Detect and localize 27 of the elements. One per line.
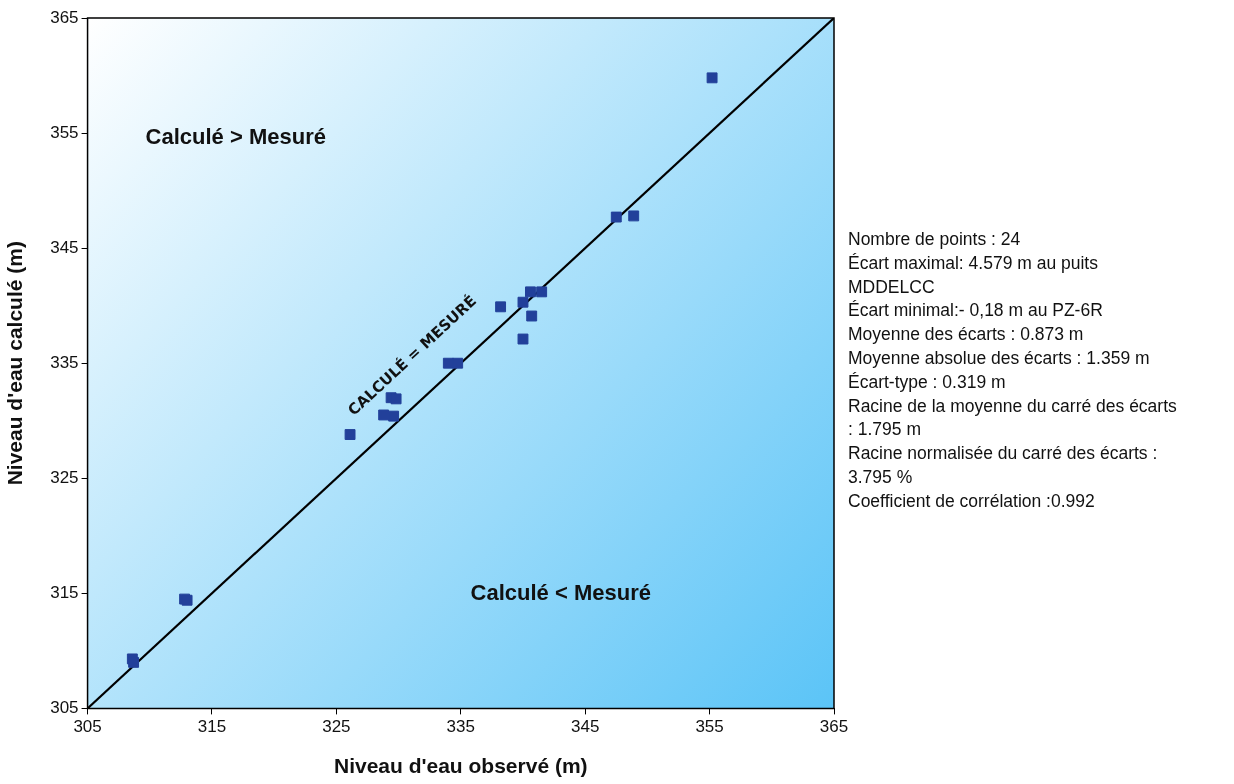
x-tick-label: 365 <box>819 717 849 737</box>
x-tick-label: 315 <box>197 717 227 737</box>
y-tick-label: 355 <box>50 122 79 142</box>
text: Écart-type : 0.319 m <box>848 370 1007 394</box>
annotation: Calculé > Mesuré <box>145 124 326 150</box>
y-tick-label: 335 <box>50 352 79 372</box>
text: Coefficient de corrélation :0.992 <box>848 489 1096 513</box>
annotation: Calculé < Mesuré <box>470 580 651 606</box>
text: Écart minimal:- 0,18 m au PZ-6R <box>848 299 1104 323</box>
y-tick-label: 365 <box>50 7 79 27</box>
y-tick-label: 315 <box>50 583 79 603</box>
y-tick-label: 305 <box>50 698 79 718</box>
text: Racine normalisée du carré des écarts : 3.795 % <box>848 442 1159 489</box>
x-tick-label: 335 <box>446 717 475 737</box>
text: Moyenne des écarts : 0.873 m <box>848 323 1085 347</box>
text: Écart maximal: 4.579 m au puits MDDELCC <box>848 251 1099 299</box>
x-tick-label: 345 <box>571 717 600 737</box>
x-axis-title: Niveau d'eau observé (m) <box>333 754 588 778</box>
y-tick-label: 345 <box>50 237 79 257</box>
y-tick-label: 325 <box>50 467 79 487</box>
x-tick-label: 355 <box>695 717 724 737</box>
x-tick-label: 305 <box>73 717 102 737</box>
text: Nombre de points : 24 <box>848 228 1022 251</box>
x-tick-label: 325 <box>322 717 351 737</box>
y-axis-title: Niveau d'eau calculé (m) <box>3 241 27 486</box>
text: Racine de la moyenne du carré des écarts : 1.795 m <box>848 394 1178 442</box>
text: Moyenne absolue des écarts : 1.359 m <box>848 347 1151 370</box>
